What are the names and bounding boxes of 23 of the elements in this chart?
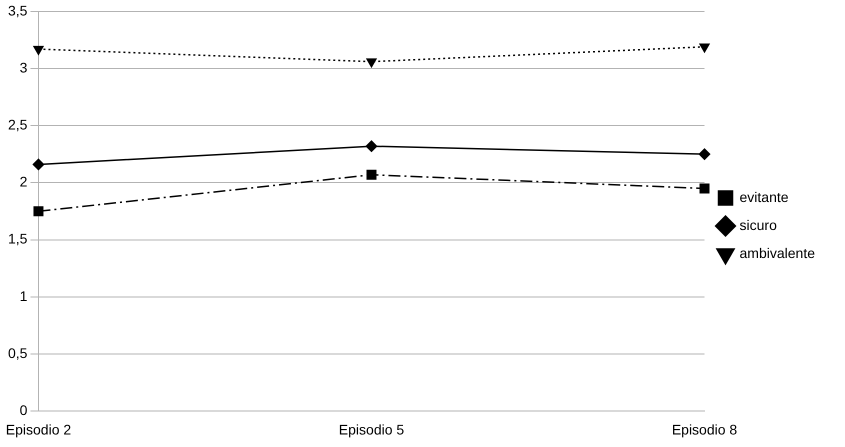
point xyxy=(33,206,44,216)
legend-label: sicuro xyxy=(740,216,778,233)
x-tick-label: Episodio 2 xyxy=(6,421,72,438)
y-tick-label: 1 xyxy=(20,288,28,304)
y-tick-label: 1,5 xyxy=(8,230,28,247)
point xyxy=(33,46,44,55)
point xyxy=(698,148,710,160)
point xyxy=(699,44,710,53)
y-tick-label: 0 xyxy=(20,402,28,418)
y-tick-label: 2 xyxy=(20,174,28,190)
legend-label: evitante xyxy=(740,188,789,205)
point xyxy=(366,140,378,152)
point xyxy=(366,170,376,180)
y-tick-label: 2,5 xyxy=(8,116,28,132)
point xyxy=(700,183,710,194)
point xyxy=(32,158,44,170)
legend-label: ambivalente xyxy=(740,244,816,261)
y-tick-label: 3 xyxy=(20,59,28,76)
y-tick-label: 3,5 xyxy=(8,2,28,18)
x-tick-label: Episodio 5 xyxy=(338,421,404,438)
y-tick-label: 0,5 xyxy=(8,344,28,361)
point xyxy=(366,58,377,68)
x-tick-label: Episodio 8 xyxy=(672,421,738,438)
